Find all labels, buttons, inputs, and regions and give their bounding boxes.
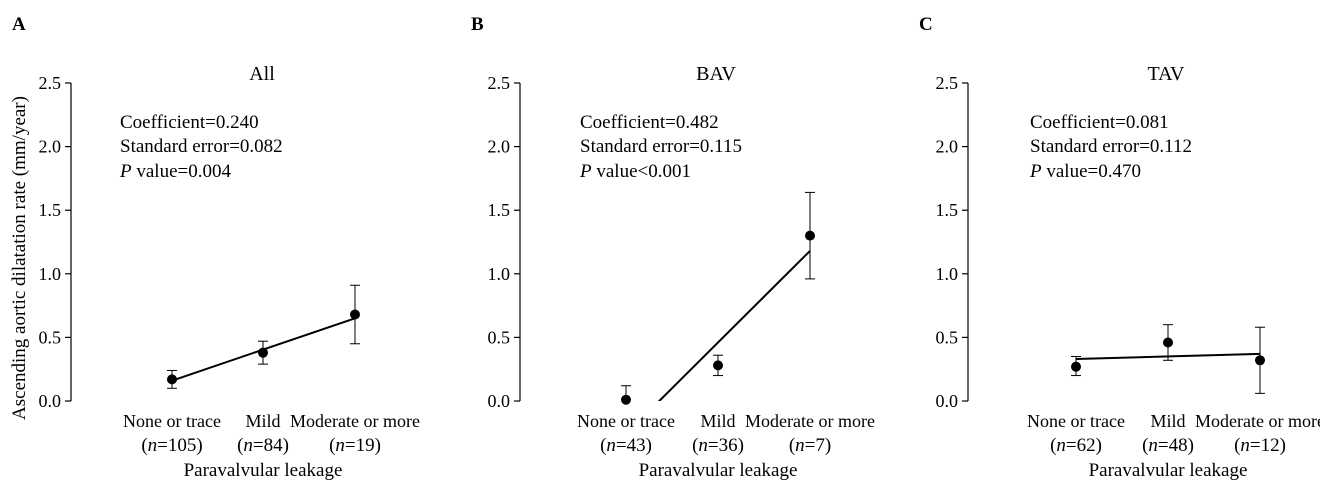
panel-letter: B xyxy=(471,14,484,35)
stat-p-value: P value=0.004 xyxy=(119,161,231,182)
x-tick-n-label: (n=43) xyxy=(600,435,652,456)
y-tick-label: 0.5 xyxy=(936,327,959,347)
x-tick-label: Mild xyxy=(245,411,280,431)
y-tick-label: 1.0 xyxy=(39,264,62,284)
y-tick-label: 0.5 xyxy=(488,327,511,347)
data-point xyxy=(350,309,360,320)
x-tick-n-label: (n=7) xyxy=(789,435,831,456)
stat-coefficient: Coefficient=0.240 xyxy=(120,112,259,133)
data-point xyxy=(805,230,815,241)
x-tick-n-label: (n=36) xyxy=(692,435,744,456)
x-axis-label: Paravalvular leakage xyxy=(1089,460,1248,481)
y-tick-label: 2.5 xyxy=(39,73,62,93)
y-tick-label: 2.0 xyxy=(488,137,511,157)
panel-letter: A xyxy=(12,14,26,35)
y-tick-label: 2.0 xyxy=(39,137,62,157)
panel-title: TAV xyxy=(1148,63,1185,85)
stat-standard-error: Standard error=0.112 xyxy=(1030,136,1192,157)
y-tick-label: 0.0 xyxy=(39,391,62,411)
stat-p-value: P value<0.001 xyxy=(579,161,691,182)
x-axis-label: Paravalvular leakage xyxy=(184,460,343,481)
x-tick-label: None or trace xyxy=(123,411,221,431)
x-tick-label: Moderate or more xyxy=(1195,411,1320,431)
data-point xyxy=(258,347,268,358)
y-tick-label: 1.0 xyxy=(936,264,959,284)
panel-letter: C xyxy=(919,14,933,35)
data-point xyxy=(1071,361,1081,372)
stat-p-value: P value=0.470 xyxy=(1029,161,1141,182)
data-point xyxy=(1255,355,1265,366)
stat-coefficient: Coefficient=0.081 xyxy=(1030,112,1169,133)
panel-title: All xyxy=(249,63,275,85)
x-axis-label: Paravalvular leakage xyxy=(639,460,798,481)
y-tick-label: 1.5 xyxy=(488,200,511,220)
y-tick-label: 2.5 xyxy=(488,73,511,93)
y-tick-label: 2.0 xyxy=(936,137,959,157)
y-tick-label: 1.5 xyxy=(39,200,62,220)
x-tick-n-label: (n=84) xyxy=(237,435,289,456)
y-tick-label: 0.0 xyxy=(488,391,511,411)
x-tick-n-label: (n=48) xyxy=(1142,435,1194,456)
x-tick-label: None or trace xyxy=(577,411,675,431)
data-point xyxy=(621,394,631,405)
x-tick-n-label: (n=12) xyxy=(1234,435,1286,456)
stat-coefficient: Coefficient=0.482 xyxy=(580,112,719,133)
data-point xyxy=(1163,337,1173,348)
x-tick-label: Mild xyxy=(700,411,735,431)
x-tick-n-label: (n=19) xyxy=(329,435,381,456)
y-tick-label: 1.5 xyxy=(936,200,959,220)
y-tick-label: 1.0 xyxy=(488,264,511,284)
stat-standard-error: Standard error=0.115 xyxy=(580,136,742,157)
panel-title: BAV xyxy=(696,63,736,85)
x-tick-n-label: (n=62) xyxy=(1050,435,1102,456)
y-tick-label: 0.0 xyxy=(936,391,959,411)
data-point xyxy=(713,360,723,371)
x-tick-label: Mild xyxy=(1150,411,1185,431)
y-axis-label: Ascending aortic dilatation rate (mm/yea… xyxy=(9,96,30,420)
x-tick-n-label: (n=105) xyxy=(141,435,202,456)
x-tick-label: Moderate or more xyxy=(745,411,875,431)
y-tick-label: 2.5 xyxy=(936,73,959,93)
regression-line xyxy=(657,250,811,401)
y-tick-label: 0.5 xyxy=(39,327,62,347)
data-point xyxy=(167,374,177,385)
stat-standard-error: Standard error=0.082 xyxy=(120,136,283,157)
x-tick-label: Moderate or more xyxy=(290,411,420,431)
x-tick-label: None or trace xyxy=(1027,411,1125,431)
